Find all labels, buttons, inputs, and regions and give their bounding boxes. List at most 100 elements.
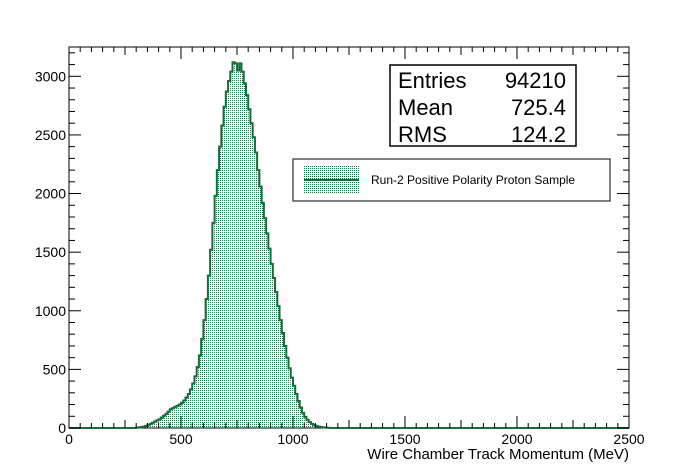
stats-label-entries: Entries — [398, 68, 466, 93]
x-tick-labels: 0 500 1000 1500 2000 2500 — [65, 431, 645, 447]
y-tick-label: 3000 — [35, 68, 66, 84]
histogram-bar — [210, 249, 213, 428]
histogram-bar — [207, 275, 211, 428]
histogram-bar — [201, 338, 204, 428]
histogram-bar — [299, 407, 302, 428]
stats-value-entries: 94210 — [505, 68, 566, 93]
histogram-bar — [203, 320, 206, 428]
histogram-bar — [237, 70, 240, 428]
histogram-bar — [261, 202, 264, 428]
y-tick-label: 500 — [43, 361, 67, 377]
x-axis-title: Wire Chamber Track Momentum (MeV) — [367, 446, 629, 463]
histogram-bar — [281, 333, 285, 428]
histogram-bar — [308, 422, 311, 428]
histogram-bar — [214, 195, 217, 428]
axis-ticks — [68, 47, 630, 429]
histogram-bar — [254, 152, 258, 428]
histogram-bar — [288, 368, 291, 428]
histogram-bar — [284, 345, 287, 428]
y-tick-label: 0 — [58, 420, 66, 436]
histogram-bar — [165, 413, 168, 428]
histogram-bar — [232, 62, 235, 429]
histogram-bar — [181, 402, 184, 428]
histogram-bar — [268, 248, 271, 428]
histogram-bar — [145, 425, 148, 428]
stats-label-rms: RMS — [398, 122, 447, 147]
histogram-bar — [183, 400, 186, 428]
histogram-bars — [136, 62, 332, 429]
histogram-bar — [223, 106, 226, 428]
histogram-bar — [189, 389, 193, 428]
stats-label-mean: Mean — [398, 95, 453, 120]
histogram-bar — [219, 146, 222, 428]
histogram-bar — [149, 423, 152, 428]
stats-value-mean: 725.4 — [511, 95, 566, 120]
stats-value-rms: 124.2 — [511, 122, 566, 147]
histogram-bar — [286, 357, 289, 428]
y-tick-labels: 0 500 1000 1500 2000 2500 3000 — [35, 68, 66, 436]
histogram-bar — [160, 417, 164, 428]
histogram-bar — [225, 91, 229, 428]
histogram-bar — [245, 95, 249, 429]
histogram-bar — [212, 222, 215, 428]
histogram-bar — [216, 170, 220, 429]
histogram-bar — [187, 394, 190, 428]
histogram-bar — [295, 394, 298, 428]
histogram-bar — [297, 401, 300, 428]
histogram-bar — [266, 233, 269, 428]
x-tick-label: 1500 — [389, 431, 420, 447]
histogram-bar — [221, 125, 224, 428]
histogram-bar — [228, 80, 231, 429]
y-tick-label: 2000 — [35, 186, 66, 202]
histogram-bar — [178, 404, 181, 428]
histogram-bar — [176, 405, 179, 428]
histogram-bar — [315, 425, 318, 428]
histogram-bar — [147, 425, 150, 428]
histogram-outline — [69, 61, 629, 429]
histogram-bar — [257, 170, 260, 429]
y-tick-label: 2500 — [35, 127, 66, 143]
x-tick-label: 500 — [169, 431, 193, 447]
histogram-bar — [263, 218, 267, 428]
histogram-bar — [194, 376, 197, 428]
histogram-bar — [192, 383, 195, 428]
histogram-bar — [277, 306, 280, 428]
histogram-bar — [248, 109, 251, 428]
histogram-bar — [172, 408, 175, 428]
histogram-bar — [239, 63, 242, 429]
histogram-bar — [279, 320, 282, 428]
histogram-bar — [151, 422, 155, 428]
histogram-bar — [252, 137, 255, 428]
x-tick-label: 0 — [65, 431, 73, 447]
histogram-bar — [185, 397, 188, 428]
histogram-bar — [167, 411, 170, 428]
x-tick-label: 2500 — [613, 431, 644, 447]
stats-box: Entries 94210 Mean 725.4 RMS 124.2 — [389, 64, 577, 147]
histogram-bar — [163, 415, 166, 428]
histogram-bar — [169, 409, 173, 428]
histogram-bar — [304, 416, 307, 428]
histogram-bar — [234, 63, 237, 429]
histogram-bar — [301, 412, 305, 428]
legend-entry-label: Run-2 Positive Polarity Proton Sample — [371, 173, 575, 187]
x-tick-label: 1000 — [277, 431, 308, 447]
histogram-bar — [154, 421, 157, 428]
histogram-bar — [290, 377, 293, 428]
histogram-bar — [196, 367, 199, 428]
histogram-bar — [156, 420, 159, 428]
legend: Run-2 Positive Polarity Proton Sample — [292, 158, 611, 202]
histogram-bar — [205, 299, 208, 428]
histogram-bar — [259, 186, 262, 428]
histogram-bar — [250, 123, 253, 428]
histogram-bar — [293, 385, 296, 428]
histogram-bar — [198, 355, 202, 428]
histogram-bar — [230, 71, 233, 428]
histogram-bar — [306, 419, 309, 428]
histogram-bar — [275, 292, 278, 428]
histogram-bar — [158, 419, 161, 428]
histogram-bar — [313, 425, 316, 428]
x-tick-label: 2000 — [501, 431, 532, 447]
histogram-bar — [310, 423, 314, 428]
histogram-bar — [243, 83, 246, 428]
y-tick-label: 1000 — [35, 303, 66, 319]
